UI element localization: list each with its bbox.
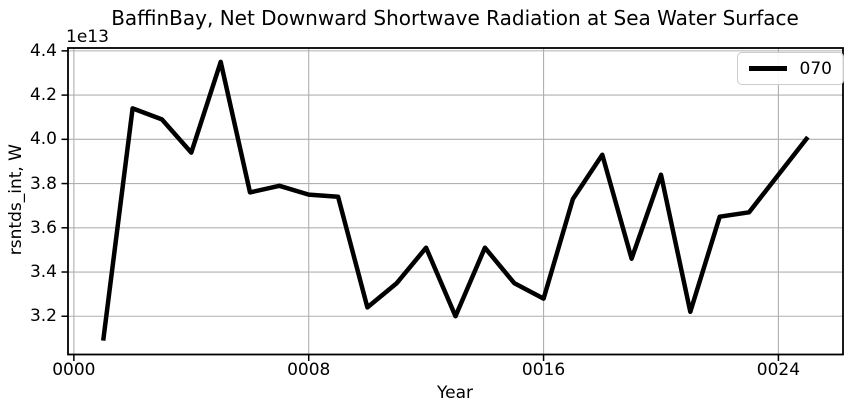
- series-line-070: [100, 59, 810, 341]
- y-tick-label: 3.6: [29, 217, 57, 238]
- x-tick-label: 0008: [287, 360, 331, 380]
- y-tick-label: 3.4: [29, 262, 57, 282]
- x-axis-label: Year: [437, 383, 473, 403]
- y-tick-label: 4.0: [29, 129, 57, 150]
- x-tick-label: 0016: [521, 360, 566, 380]
- legend: 070: [736, 52, 844, 85]
- axes-spines: [67, 47, 844, 356]
- y-tick-label: 3.2: [29, 306, 57, 327]
- y-tick-label: 4.4: [29, 40, 57, 61]
- legend-label: 070: [799, 58, 832, 79]
- legend-line-sample: [748, 66, 787, 71]
- y-tick-label: 3.8: [29, 173, 57, 194]
- y-tick-label: 4.2: [29, 85, 57, 106]
- x-tick-label: 0024: [756, 360, 801, 380]
- chart-title: BaffinBay, Net Downward Shortwave Radiat…: [111, 6, 799, 30]
- y-axis-offset-text: 1e13: [66, 27, 109, 47]
- x-tick-label: 0000: [52, 360, 96, 380]
- y-axis-label: rsntds_int, W: [6, 144, 26, 256]
